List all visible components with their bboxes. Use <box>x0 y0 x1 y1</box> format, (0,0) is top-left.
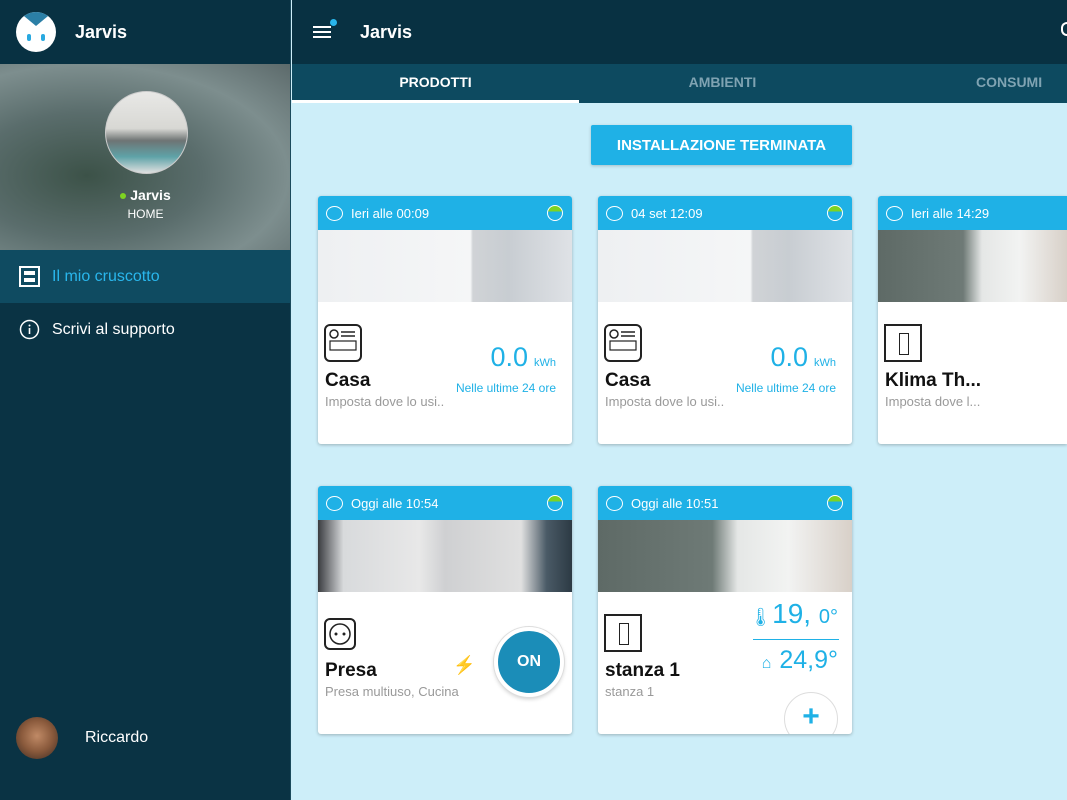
card-subtitle: Imposta dove lo usi.. <box>325 394 445 409</box>
card-name: Presa <box>325 660 377 681</box>
chat-icon[interactable] <box>606 205 623 221</box>
product-card[interactable]: Ieri alle 14:29 Klima Th... Imposta dove… <box>878 196 1067 444</box>
card-image <box>318 230 572 302</box>
energy-unit: kWh <box>534 357 556 369</box>
energy-value: 0.0 <box>490 342 528 372</box>
search-icon[interactable] <box>1061 22 1067 36</box>
card-time: Oggi alle 10:54 <box>351 495 439 511</box>
product-card[interactable]: Oggi alle 10:51 stanza 1 stanza 1 🌡19, 0… <box>598 486 852 734</box>
sidebar-item-label: Scrivi al supporto <box>52 320 175 338</box>
thermometer-icon: 🌡 <box>749 607 773 627</box>
card-image <box>318 520 572 592</box>
user-profile[interactable]: Riccardo <box>16 717 148 759</box>
chat-icon[interactable] <box>606 495 623 511</box>
dashboard-icon <box>19 266 40 287</box>
card-subtitle: Imposta dove l... <box>885 394 981 409</box>
top-bar: Jarvis <box>292 0 1067 64</box>
sidebar-header: Jarvis <box>0 0 290 64</box>
divider <box>753 639 839 640</box>
power-toggle-button[interactable]: ON <box>494 627 564 697</box>
card-time: Oggi alle 10:51 <box>631 495 719 511</box>
install-complete-button[interactable]: INSTALLAZIONE TERMINATA <box>591 125 852 165</box>
thermostat-icon <box>884 324 922 362</box>
house-temp-icon: ⌂ <box>761 655 772 672</box>
online-dot <box>120 193 127 200</box>
page-title: Jarvis <box>360 21 413 42</box>
hamburger-menu-icon[interactable] <box>313 19 337 40</box>
energy-meter-icon <box>604 324 642 362</box>
chat-icon[interactable] <box>886 205 903 221</box>
chat-icon[interactable] <box>326 205 343 221</box>
energy-value: 0.0 <box>770 342 808 372</box>
product-card[interactable]: Ieri alle 00:09 Casa Imposta dove lo usi… <box>318 196 572 444</box>
user-name: Riccardo <box>85 729 149 746</box>
card-image <box>878 230 1067 302</box>
chat-icon[interactable] <box>326 495 343 511</box>
sidebar: Jarvis Jarvis HOME Il mio cruscotto Scri… <box>0 0 291 800</box>
tab-ambienti[interactable]: AMBIENTI <box>688 74 757 90</box>
card-subtitle: Imposta dove lo usi.. <box>605 394 725 409</box>
card-name: stanza 1 <box>605 660 680 681</box>
user-avatar <box>16 717 58 759</box>
status-icon <box>547 205 563 221</box>
tab-bar: PRODOTTI AMBIENTI CONSUMI <box>292 64 1067 103</box>
sidebar-item-dashboard[interactable]: Il mio cruscotto <box>0 250 290 303</box>
product-card[interactable]: Oggi alle 10:54 Presa Presa multiuso, Cu… <box>318 486 572 734</box>
card-image <box>598 230 852 302</box>
product-card[interactable]: 04 set 12:09 Casa Imposta dove lo usi.. … <box>598 196 852 444</box>
home-type: HOME <box>127 207 164 221</box>
home-name: Jarvis <box>130 187 171 203</box>
status-icon <box>827 495 843 511</box>
energy-unit: kWh <box>814 357 836 369</box>
card-subtitle: stanza 1 <box>605 684 655 699</box>
status-icon <box>547 495 563 511</box>
power-bolt-icon: ⚡ <box>453 655 476 675</box>
home-profile: Jarvis HOME <box>0 64 290 250</box>
card-time: Ieri alle 00:09 <box>351 205 430 221</box>
add-button[interactable]: + <box>784 692 838 734</box>
status-icon <box>827 205 843 221</box>
tab-consumi[interactable]: CONSUMI <box>976 74 1043 90</box>
jarvis-logo <box>16 12 56 52</box>
setpoint-decimal: 0° <box>818 606 838 628</box>
app-title: Jarvis <box>75 21 128 42</box>
sidebar-item-support[interactable]: Scrivi al supporto <box>0 303 290 356</box>
card-image <box>598 520 852 592</box>
socket-icon <box>324 618 356 650</box>
card-name: Klima Th... <box>885 370 982 391</box>
home-avatar[interactable] <box>105 91 188 174</box>
energy-meter-icon <box>324 324 362 362</box>
ambient-temperature: 24,9° <box>779 646 838 674</box>
card-time: Ieri alle 14:29 <box>911 205 990 221</box>
thermostat-icon <box>604 614 642 652</box>
card-time: 04 set 12:09 <box>631 205 703 221</box>
info-icon <box>19 319 40 340</box>
notification-badge <box>330 19 337 26</box>
card-name: Casa <box>325 370 371 391</box>
tab-prodotti[interactable]: PRODOTTI <box>292 64 579 103</box>
card-name: Casa <box>605 370 651 391</box>
card-subtitle: Presa multiuso, Cucina <box>325 684 459 699</box>
setpoint-value: 19, <box>772 598 812 629</box>
energy-caption: Nelle ultime 24 ore <box>735 381 836 395</box>
energy-caption: Nelle ultime 24 ore <box>455 381 556 395</box>
sidebar-item-label: Il mio cruscotto <box>52 267 160 285</box>
